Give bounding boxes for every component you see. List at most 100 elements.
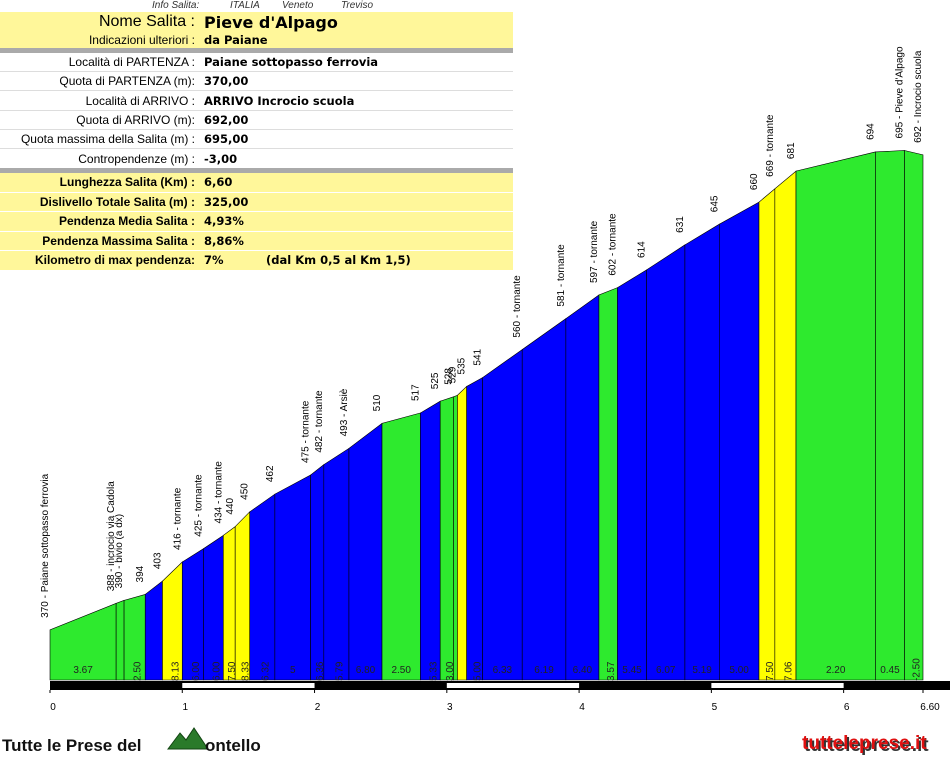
grade-label: 7.50 xyxy=(227,661,238,681)
profile-segment xyxy=(617,269,647,681)
info-row: Contropendenze (m) : -3,00 xyxy=(0,150,513,169)
point-label: 416 - tornante xyxy=(172,487,183,550)
row-label: Quota di PARTENZA (m): xyxy=(59,74,195,89)
grade-label: 5.19 xyxy=(692,665,712,676)
summary-label: Lunghezza Salita (Km) : xyxy=(59,175,195,189)
profile-segment xyxy=(381,412,421,681)
info-row: Quota di PARTENZA (m): 370,00 xyxy=(0,72,513,92)
x-tick-label: 4 xyxy=(579,702,585,713)
profile-segment xyxy=(234,511,251,681)
profile-segment xyxy=(795,151,876,681)
point-label: 695 - Pieve d'Alpago xyxy=(894,46,905,138)
grade-label: 5.00 xyxy=(729,665,749,676)
point-label: 681 xyxy=(786,142,797,159)
grade-label: 7.06 xyxy=(783,661,794,681)
separator xyxy=(0,48,513,53)
profile-segment xyxy=(598,287,618,681)
direction-label: Indicazioni ulteriori : xyxy=(88,33,195,47)
grade-label: 6.19 xyxy=(534,665,554,676)
row-value: -3,00 xyxy=(204,151,238,166)
row-label: Località di PARTENZA : xyxy=(68,55,195,69)
point-label: 669 - tornante xyxy=(765,114,776,177)
point-label: 525 xyxy=(430,372,441,389)
point-label: 475 - tornante xyxy=(301,400,312,463)
grade-label: 6.32 xyxy=(260,661,271,681)
point-label: 450 xyxy=(240,483,251,500)
point-label: 581 - tornante xyxy=(556,244,567,307)
grade-label: 7.50 xyxy=(765,661,776,681)
profile-segment xyxy=(875,150,905,681)
profile-segment xyxy=(684,223,720,681)
point-label: 462 xyxy=(265,465,276,482)
name-value: Pieve d'Alpago xyxy=(204,13,338,32)
row-label: Contropendenze (m) : xyxy=(78,151,195,166)
point-label: 370 - Paiane sottopasso ferrovia xyxy=(40,473,51,617)
x-tick-label: 6.60 xyxy=(920,702,940,713)
point-label: 529 xyxy=(447,366,458,383)
info-region: Veneto xyxy=(282,0,314,11)
grade-label: 2.20 xyxy=(826,665,846,676)
x-tick-label: 0 xyxy=(50,702,56,713)
summary-row: Lunghezza Salita (Km) : 6,60 xyxy=(0,173,513,193)
grade-label: 6.00 xyxy=(211,661,222,681)
point-label: 403 xyxy=(152,552,163,569)
summary-label: Kilometro di max pendenza: xyxy=(34,253,195,267)
grade-label: 6.40 xyxy=(573,665,593,676)
profile-segment xyxy=(420,400,441,681)
grade-label: 5.00 xyxy=(473,661,484,681)
point-label: 482 - tornante xyxy=(314,390,325,453)
logo-left: Tutte le Prese del xyxy=(2,736,142,755)
point-label: 597 - tornante xyxy=(589,220,600,283)
profile-segment xyxy=(310,464,325,681)
row-value: 695,00 xyxy=(204,132,249,147)
info-province: Treviso xyxy=(341,0,374,11)
grade-label: 2.50 xyxy=(133,661,144,681)
row-value: 692,00 xyxy=(204,112,249,127)
summary-value: 325,00 xyxy=(204,194,249,209)
profile-segment xyxy=(466,377,483,681)
grade-label: 5.33 xyxy=(428,661,439,681)
grade-label: 2.50 xyxy=(391,665,411,676)
info-country: ITALIA xyxy=(230,0,260,11)
grade-label: 5.45 xyxy=(622,665,642,676)
point-label: 631 xyxy=(675,216,686,233)
info-label: Info Salita: xyxy=(152,0,200,11)
profile-segment xyxy=(565,294,600,681)
site: tutteleprese.it xyxy=(802,733,927,754)
logo-right: ontello xyxy=(205,736,261,755)
axis-segment xyxy=(182,683,315,688)
grade-label: 6.36 xyxy=(315,661,326,681)
profile-segment xyxy=(348,422,383,681)
point-label: 602 - tornante xyxy=(607,213,618,276)
profile-segment xyxy=(144,580,163,681)
summary-row: Kilometro di max pendenza: 7% (dal Km 0,5 … xyxy=(0,251,513,271)
row-value: 370,00 xyxy=(204,74,249,89)
x-tick-label: 6 xyxy=(844,702,850,713)
summary-value: 6,60 xyxy=(204,175,233,189)
profile-segment xyxy=(457,385,467,681)
grade-label: -2.50 xyxy=(912,658,923,681)
row-value: Paiane sottopasso ferrovia xyxy=(204,55,379,69)
point-label: 528 xyxy=(443,368,454,385)
info-row: Località di PARTENZA : Paiane sottopasso … xyxy=(0,53,513,72)
point-label: 493 - Arsiè xyxy=(339,388,350,436)
point-label: 440 xyxy=(225,497,236,514)
grade-label: 0.45 xyxy=(880,665,900,676)
max-note: (dal Km 0,5 al Km 1,5) xyxy=(266,253,411,267)
summary-label: Pendenza Massima Salita : xyxy=(42,233,195,248)
logo-icon xyxy=(167,727,209,750)
grade-label: 3.67 xyxy=(73,665,93,676)
row-label: Quota di ARRIVO (m): xyxy=(76,112,195,127)
profile-segment xyxy=(774,170,797,681)
x-tick-label: 5 xyxy=(712,702,718,713)
grade-label: 8.33 xyxy=(240,661,251,681)
profile-segment xyxy=(482,349,523,681)
profile-segment xyxy=(181,548,204,681)
row-label: Località di ARRIVO : xyxy=(85,93,195,108)
summary-value: 7% xyxy=(204,253,224,267)
point-label: 660 xyxy=(749,173,760,190)
profile-segment xyxy=(718,201,760,681)
point-label: 560 - tornante xyxy=(512,275,523,338)
